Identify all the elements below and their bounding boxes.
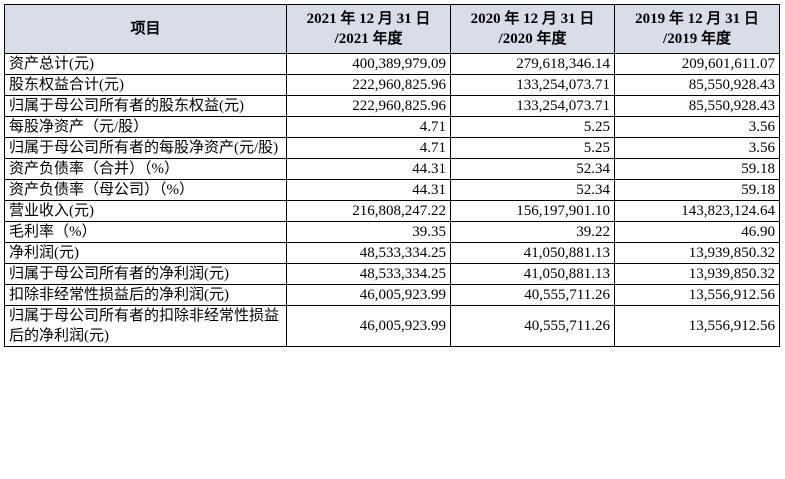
value-2021: 222,960,825.96 (286, 74, 451, 96)
table-row: 资产负债率（合并）（%） 44.31 52.34 59.18 (4, 158, 780, 180)
value-2019: 59.18 (614, 158, 780, 180)
header-2019: 2019 年 12 月 31 日 /2019 年度 (614, 4, 780, 54)
row-label: 资产总计(元) (4, 53, 287, 75)
value-2021: 4.71 (286, 137, 451, 159)
table-row: 营业收入(元) 216,808,247.22 156,197,901.10 14… (4, 200, 780, 222)
value-2020: 41,050,881.13 (450, 263, 615, 285)
table-row: 净利润(元) 48,533,334.25 41,050,881.13 13,93… (4, 242, 780, 264)
table-row: 每股净资产（元/股） 4.71 5.25 3.56 (4, 116, 780, 138)
value-2021: 400,389,979.09 (286, 53, 451, 75)
value-2020: 52.34 (450, 158, 615, 180)
header-2019-year: /2019 年度 (663, 31, 731, 47)
value-2021: 216,808,247.22 (286, 200, 451, 222)
value-2021: 46,005,923.99 (286, 284, 451, 306)
value-2019: 143,823,124.64 (614, 200, 780, 222)
value-2020: 40,555,711.26 (450, 284, 615, 306)
value-2021: 222,960,825.96 (286, 95, 451, 117)
table-row: 股东权益合计(元) 222,960,825.96 133,254,073.71 … (4, 74, 780, 96)
value-2019: 13,939,850.32 (614, 242, 780, 264)
value-2019: 13,556,912.56 (614, 284, 780, 306)
header-2021-year: /2021 年度 (334, 31, 403, 47)
row-label: 营业收入(元) (4, 200, 287, 222)
row-label: 归属于母公司所有者的净利润(元) (4, 263, 287, 285)
value-2021: 44.31 (286, 158, 451, 180)
value-2021: 39.35 (286, 221, 451, 243)
value-2020: 133,254,073.71 (450, 74, 615, 96)
value-2020: 5.25 (450, 137, 615, 159)
value-2019: 46.90 (614, 221, 780, 243)
header-2021: 2021 年 12 月 31 日 /2021 年度 (286, 4, 451, 54)
row-label: 归属于母公司所有者的每股净资产(元/股) (4, 137, 287, 159)
row-label: 归属于母公司所有者的扣除非经常性损益后的净利润(元) (4, 305, 287, 347)
value-2021: 4.71 (286, 116, 451, 138)
value-2020: 39.22 (450, 221, 615, 243)
header-item: 项目 (4, 4, 287, 54)
value-2021: 46,005,923.99 (286, 305, 451, 347)
value-2020: 156,197,901.10 (450, 200, 615, 222)
table-row: 资产总计(元) 400,389,979.09 279,618,346.14 20… (4, 53, 780, 75)
value-2019: 209,601,611.07 (614, 53, 780, 75)
table-row: 归属于母公司所有者的净利润(元) 48,533,334.25 41,050,88… (4, 263, 780, 285)
header-2020-date: 2020 年 12 月 31 日 (470, 11, 595, 27)
value-2020: 133,254,073.71 (450, 95, 615, 117)
value-2021: 48,533,334.25 (286, 242, 451, 264)
header-2021-date: 2021 年 12 月 31 日 (306, 11, 431, 27)
value-2020: 279,618,346.14 (450, 53, 615, 75)
row-label: 资产负债率（母公司）（%） (4, 179, 287, 201)
table-row: 资产负债率（母公司）（%） 44.31 52.34 59.18 (4, 179, 780, 201)
financial-data-table: 项目 2021 年 12 月 31 日 /2021 年度 2020 年 12 月… (4, 4, 780, 347)
header-2020: 2020 年 12 月 31 日 /2020 年度 (450, 4, 615, 54)
table-row: 毛利率（%） 39.35 39.22 46.90 (4, 221, 780, 243)
table-row: 扣除非经常性损益后的净利润(元) 46,005,923.99 40,555,71… (4, 284, 780, 306)
row-label: 毛利率（%） (4, 221, 287, 243)
value-2019: 13,556,912.56 (614, 305, 780, 347)
value-2019: 59.18 (614, 179, 780, 201)
value-2020: 41,050,881.13 (450, 242, 615, 264)
value-2019: 13,939,850.32 (614, 263, 780, 285)
row-label: 每股净资产（元/股） (4, 116, 287, 138)
table-row: 归属于母公司所有者的股东权益(元) 222,960,825.96 133,254… (4, 95, 780, 117)
row-label: 扣除非经常性损益后的净利润(元) (4, 284, 287, 306)
table-header-row: 项目 2021 年 12 月 31 日 /2021 年度 2020 年 12 月… (4, 4, 780, 54)
row-label: 资产负债率（合并）（%） (4, 158, 287, 180)
value-2020: 40,555,711.26 (450, 305, 615, 347)
value-2021: 44.31 (286, 179, 451, 201)
value-2020: 5.25 (450, 116, 615, 138)
header-2019-date: 2019 年 12 月 31 日 (635, 11, 759, 27)
value-2019: 3.56 (614, 116, 780, 138)
value-2020: 52.34 (450, 179, 615, 201)
row-label: 归属于母公司所有者的股东权益(元) (4, 95, 287, 117)
header-2020-year: /2020 年度 (498, 31, 567, 47)
value-2019: 85,550,928.43 (614, 95, 780, 117)
table-row: 归属于母公司所有者的扣除非经常性损益后的净利润(元) 46,005,923.99… (4, 305, 780, 347)
value-2019: 85,550,928.43 (614, 74, 780, 96)
row-label: 净利润(元) (4, 242, 287, 264)
row-label: 股东权益合计(元) (4, 74, 287, 96)
table-row: 归属于母公司所有者的每股净资产(元/股) 4.71 5.25 3.56 (4, 137, 780, 159)
value-2021: 48,533,334.25 (286, 263, 451, 285)
value-2019: 3.56 (614, 137, 780, 159)
